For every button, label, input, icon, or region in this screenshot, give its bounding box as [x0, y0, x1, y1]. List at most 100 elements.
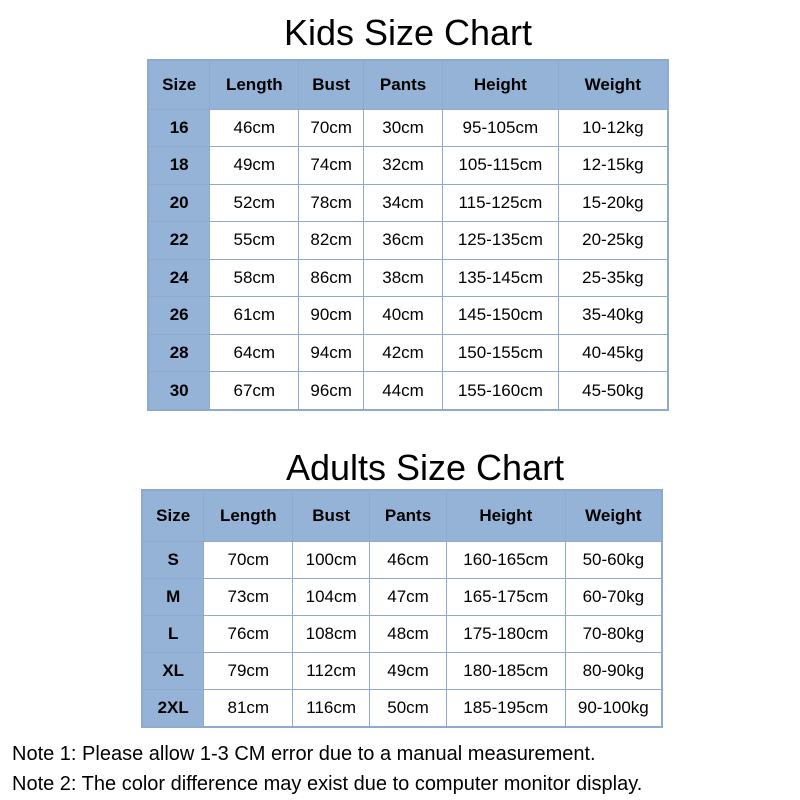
size-cell: S: [141, 540, 205, 579]
table-cell: 46cm: [369, 540, 447, 579]
table-cell: 73cm: [203, 577, 294, 616]
table-cell: 135-145cm: [441, 258, 559, 297]
table-cell: 20-25kg: [557, 221, 669, 260]
table-cell: 36cm: [363, 221, 443, 260]
table-cell: 10-12kg: [557, 108, 669, 147]
table-cell: 15-20kg: [557, 183, 669, 222]
table-row: S 70cm 100cm 46cm 160-165cm 50-60kg: [141, 540, 663, 579]
size-cell: 20: [147, 183, 211, 222]
table-row: 2XL 81cm 116cm 50cm 185-195cm 90-100kg: [141, 688, 663, 728]
table-cell: 70-80kg: [564, 614, 663, 653]
table-row: XL 79cm 112cm 49cm 180-185cm 80-90kg: [141, 651, 663, 690]
table-cell: 150-155cm: [441, 333, 559, 372]
size-cell: 28: [147, 333, 211, 372]
table-cell: 79cm: [203, 651, 294, 690]
table-cell: 94cm: [298, 333, 365, 372]
kids-size-table: Size Length Bust Pants Height Weight 16 46cm 70c…: [147, 59, 669, 411]
table-cell: 112cm: [292, 651, 371, 690]
table-cell: 30cm: [363, 108, 443, 147]
table-cell: 96cm: [298, 371, 365, 411]
table-cell: 50-60kg: [564, 540, 663, 579]
table-row: 18 49cm 74cm 32cm 105-115cm 12-15kg: [147, 146, 669, 185]
table-cell: 42cm: [363, 333, 443, 372]
column-header: Size: [147, 59, 211, 110]
table-cell: 49cm: [209, 146, 300, 185]
note-1: Note 1: Please allow 1-3 CM error due to…: [12, 743, 596, 765]
adults-size-table: Size Length Bust Pants Height Weight S 70cm 100c…: [141, 489, 663, 728]
column-header: Length: [209, 59, 300, 110]
table-cell: 100cm: [292, 540, 371, 579]
table-cell: 185-195cm: [445, 688, 566, 728]
table-cell: 116cm: [292, 688, 371, 728]
table-cell: 145-150cm: [441, 296, 559, 335]
table-cell: 25-35kg: [557, 258, 669, 297]
table-cell: 44cm: [363, 371, 443, 411]
table-cell: 64cm: [209, 333, 300, 372]
table-row: 26 61cm 90cm 40cm 145-150cm 35-40kg: [147, 296, 669, 335]
size-cell: 26: [147, 296, 211, 335]
column-header: Bust: [298, 59, 365, 110]
table-cell: 61cm: [209, 296, 300, 335]
size-cell: 2XL: [141, 688, 205, 728]
table-row: L 76cm 108cm 48cm 175-180cm 70-80kg: [141, 614, 663, 653]
table-cell: 70cm: [298, 108, 365, 147]
size-cell: 16: [147, 108, 211, 147]
table-cell: 115-125cm: [441, 183, 559, 222]
table-cell: 40cm: [363, 296, 443, 335]
table-cell: 108cm: [292, 614, 371, 653]
table-cell: 55cm: [209, 221, 300, 260]
table-cell: 95-105cm: [441, 108, 559, 147]
column-header: Pants: [363, 59, 443, 110]
size-cell: 18: [147, 146, 211, 185]
table-cell: 70cm: [203, 540, 294, 579]
table-cell: 46cm: [209, 108, 300, 147]
size-cell: XL: [141, 651, 205, 690]
table-row: 16 46cm 70cm 30cm 95-105cm 10-12kg: [147, 108, 669, 147]
adults-chart-title: Adults Size Chart: [285, 447, 565, 488]
table-row: 30 67cm 96cm 44cm 155-160cm 45-50kg: [147, 371, 669, 411]
table-cell: 74cm: [298, 146, 365, 185]
header-row: Size Length Bust Pants Height Weight: [141, 489, 663, 542]
table-cell: 49cm: [369, 651, 447, 690]
table-cell: 180-185cm: [445, 651, 566, 690]
column-header: Pants: [369, 489, 447, 542]
table-cell: 90cm: [298, 296, 365, 335]
size-cell: 22: [147, 221, 211, 260]
table-cell: 155-160cm: [441, 371, 559, 411]
table-cell: 105-115cm: [441, 146, 559, 185]
table-cell: 35-40kg: [557, 296, 669, 335]
column-header: Length: [203, 489, 294, 542]
table-row: 20 52cm 78cm 34cm 115-125cm 15-20kg: [147, 183, 669, 222]
table-cell: 160-165cm: [445, 540, 566, 579]
column-header: Size: [141, 489, 205, 542]
size-cell: 24: [147, 258, 211, 297]
table-cell: 47cm: [369, 577, 447, 616]
table-cell: 32cm: [363, 146, 443, 185]
table-cell: 58cm: [209, 258, 300, 297]
table-cell: 38cm: [363, 258, 443, 297]
table-cell: 34cm: [363, 183, 443, 222]
table-row: 22 55cm 82cm 36cm 125-135cm 20-25kg: [147, 221, 669, 260]
table-row: 24 58cm 86cm 38cm 135-145cm 25-35kg: [147, 258, 669, 297]
column-header: Bust: [292, 489, 371, 542]
size-cell: 30: [147, 371, 211, 411]
table-cell: 12-15kg: [557, 146, 669, 185]
table-cell: 60-70kg: [564, 577, 663, 616]
table-cell: 82cm: [298, 221, 365, 260]
table-cell: 76cm: [203, 614, 294, 653]
table-cell: 86cm: [298, 258, 365, 297]
column-header: Weight: [564, 489, 663, 542]
table-cell: 165-175cm: [445, 577, 566, 616]
note-2: Note 2: The color difference may exist d…: [12, 773, 643, 795]
table-cell: 78cm: [298, 183, 365, 222]
table-cell: 50cm: [369, 688, 447, 728]
header-row: Size Length Bust Pants Height Weight: [147, 59, 669, 110]
kids-chart-title: Kids Size Chart: [283, 12, 533, 53]
table-cell: 52cm: [209, 183, 300, 222]
column-header: Height: [441, 59, 559, 110]
size-cell: L: [141, 614, 205, 653]
table-cell: 125-135cm: [441, 221, 559, 260]
table-cell: 81cm: [203, 688, 294, 728]
table-row: 28 64cm 94cm 42cm 150-155cm 40-45kg: [147, 333, 669, 372]
table-cell: 104cm: [292, 577, 371, 616]
